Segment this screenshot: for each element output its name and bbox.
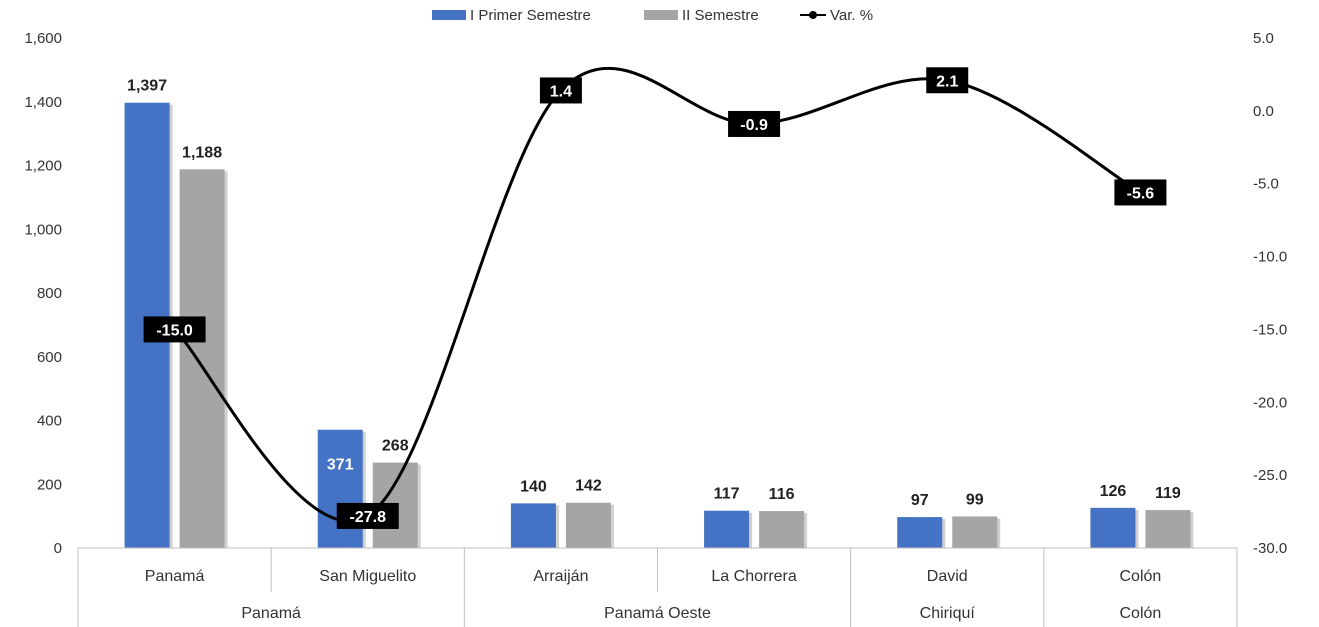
bar-series2 (179, 169, 225, 548)
bar-data-label: 1,188 (182, 144, 222, 161)
bar-data-label: 371 (327, 457, 354, 474)
bar-series1 (317, 429, 363, 548)
bar-data-label: 142 (575, 478, 602, 495)
x-group-label: Colón (1120, 605, 1162, 622)
line-data-label: -27.8 (350, 509, 387, 526)
y-left-tick-label: 1,200 (24, 158, 62, 175)
legend-item-series1: I Primer Semestre (432, 4, 591, 26)
bar-data-label: 126 (1100, 483, 1127, 500)
bar-data-label: 268 (382, 438, 409, 455)
bar-series2 (565, 502, 611, 548)
x-category-label: Panamá (145, 568, 205, 585)
legend-swatch-series2 (644, 10, 678, 20)
bar-series2 (1145, 510, 1191, 548)
bar-series2 (952, 516, 998, 548)
y-left-tick-label: 0 (54, 540, 62, 557)
y-left-tick-label: 1,600 (24, 30, 62, 47)
bar-series1 (1090, 507, 1136, 548)
legend-item-series3: Var. % (800, 4, 873, 26)
x-category-label: San Miguelito (319, 568, 416, 585)
bar-series1 (704, 510, 750, 548)
y-right-tick-label: 5.0 (1253, 30, 1274, 47)
bar-series1 (510, 503, 556, 548)
bar-data-label: 117 (714, 486, 740, 503)
y-right-tick-label: 0.0 (1253, 103, 1274, 120)
legend-label-series2: II Semestre (682, 6, 759, 24)
legend-label-series3: Var. % (830, 6, 874, 24)
chart-legend: I Primer Semestre II Semestre Var. % (0, 4, 1319, 26)
line-label-box (143, 316, 206, 343)
line-label-box (336, 502, 399, 529)
line-label-box (1114, 179, 1167, 206)
y-left-tick-label: 600 (37, 349, 62, 366)
y-left-tick-label: 400 (37, 413, 62, 430)
bar-data-label: 119 (1155, 485, 1181, 502)
line-label-box (539, 77, 582, 104)
x-group-label: Chiriquí (920, 605, 976, 622)
y-right-tick-label: -5.0 (1253, 176, 1279, 193)
x-category-label: La Chorrera (711, 568, 796, 585)
line-label-box (728, 110, 781, 137)
legend-label-series1: I Primer Semestre (470, 6, 591, 24)
line-data-label: -5.6 (1127, 185, 1155, 202)
bar-data-label: 140 (520, 478, 547, 495)
bar-data-label: 97 (911, 492, 929, 509)
y-right-tick-label: -15.0 (1253, 321, 1287, 338)
y-right-tick-label: -10.0 (1253, 249, 1287, 266)
y-right-tick-label: -30.0 (1253, 540, 1287, 557)
y-left-tick-label: 1,400 (24, 94, 62, 111)
legend-swatch-series1 (432, 10, 466, 20)
legend-swatch-line (800, 10, 826, 20)
y-left-tick-label: 800 (37, 285, 62, 302)
bar-data-label: 1,397 (127, 78, 167, 95)
x-category-label: Colón (1120, 568, 1162, 585)
y-right-tick-label: -25.0 (1253, 467, 1287, 484)
line-data-label: 1.4 (550, 83, 572, 100)
x-group-label: Panamá (241, 605, 301, 622)
y-right-tick-label: -20.0 (1253, 394, 1287, 411)
x-category-label: Arraiján (533, 568, 588, 585)
line-data-label: -0.9 (740, 117, 768, 134)
bar-data-label: 116 (769, 486, 795, 503)
bar-series2 (759, 511, 805, 548)
y-left-tick-label: 1,000 (24, 221, 62, 238)
bar-series1 (897, 517, 943, 548)
x-group-label: Panamá Oeste (604, 605, 711, 622)
x-category-label: David (927, 568, 968, 585)
line-data-label: 2.1 (936, 73, 958, 90)
y-left-tick-label: 200 (37, 476, 62, 493)
legend-item-series2: II Semestre (644, 4, 759, 26)
line-label-box (926, 67, 969, 94)
bar-data-label: 99 (966, 491, 984, 508)
line-data-label: -15.0 (156, 322, 193, 339)
